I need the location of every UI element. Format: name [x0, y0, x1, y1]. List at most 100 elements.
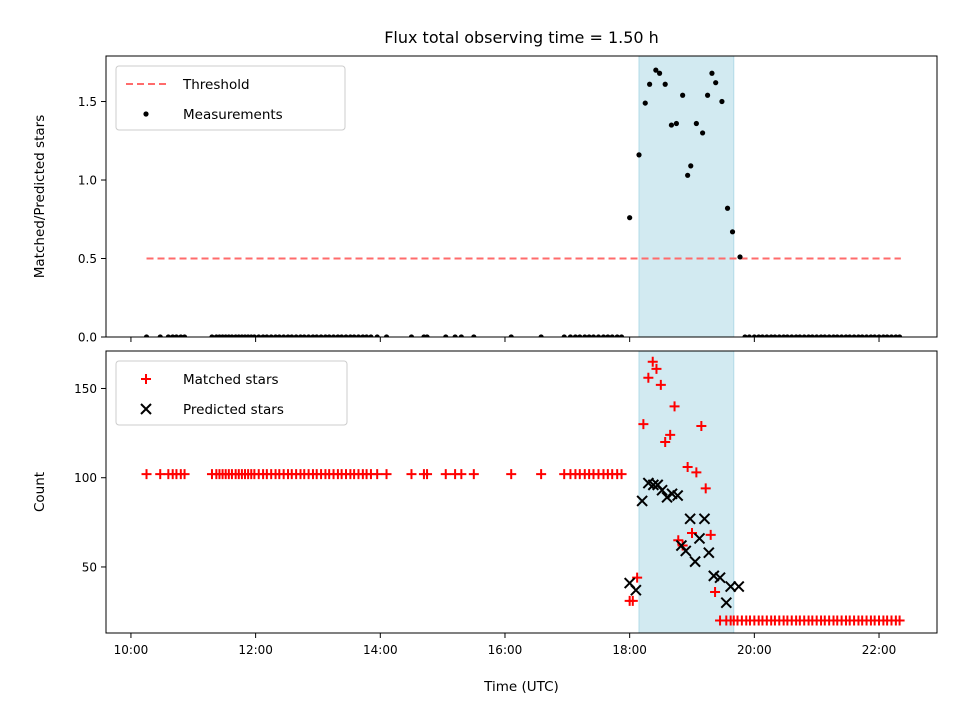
measurement-point: [809, 334, 815, 337]
matched-star-point: [696, 420, 707, 431]
measurement-point: [582, 334, 588, 337]
matched-star-point: [643, 372, 654, 383]
measurement-point: [826, 334, 832, 337]
y-tick-label: 100: [74, 471, 97, 485]
measurement-point: [772, 334, 778, 337]
measurement-point: [368, 334, 374, 337]
measurement-point: [876, 334, 882, 337]
measurement-point: [737, 254, 743, 260]
predicted-star-point: [703, 546, 715, 559]
measurement-point: [614, 334, 620, 337]
measurement-point: [627, 215, 633, 221]
measurement-point: [784, 334, 790, 337]
measurement-point: [452, 334, 458, 337]
measurement-point: [746, 334, 752, 337]
measurement-point: [508, 334, 514, 337]
measurement-point: [268, 334, 274, 337]
legend-predicted-swatch: [140, 403, 152, 415]
measurement-point: [851, 334, 857, 337]
measurement-point: [276, 334, 282, 337]
measurement-point: [330, 334, 337, 337]
measurement-point: [256, 334, 262, 337]
measurement-point: [822, 334, 828, 337]
legend-label: Threshold: [182, 77, 250, 93]
measurement-point: [408, 334, 415, 337]
measurement-point: [673, 120, 680, 127]
measurement-point: [301, 334, 307, 337]
matched-star-point: [665, 429, 676, 440]
y-tick-label: 0.5: [78, 252, 97, 266]
matched-star-point: [422, 469, 433, 480]
legend-label: Matched stars: [183, 372, 279, 388]
predicted-star-point: [724, 580, 737, 593]
measurement-point: [577, 334, 583, 337]
measurement-point: [306, 334, 312, 337]
predicted-star-point: [714, 571, 726, 584]
measurement-point: [872, 334, 878, 337]
predicted-star-point: [680, 545, 692, 557]
measurement-point: [618, 334, 625, 337]
measurement-point: [719, 98, 725, 105]
measurement-point: [642, 100, 648, 106]
x-tick-label: 12:00: [238, 643, 273, 657]
predicted-star-point: [661, 491, 673, 504]
measurement-point: [181, 334, 188, 337]
measurement-point: [653, 67, 659, 73]
matched-star-point: [468, 469, 479, 480]
measurement-point: [863, 334, 870, 337]
matched-star-point: [669, 401, 680, 412]
matched-star-point: [638, 419, 649, 430]
predicted-star-point: [671, 489, 684, 502]
matched-star-point: [141, 469, 152, 480]
legend-label: Measurements: [183, 107, 283, 123]
y-axis-label: Matched/Predicted stars: [32, 115, 48, 278]
measurement-point: [776, 334, 782, 337]
predicted-star-point: [698, 513, 711, 525]
matched-star-point: [710, 586, 721, 597]
measurement-point: [590, 334, 597, 337]
measurement-point: [801, 334, 807, 337]
measurement-point: [847, 334, 853, 337]
predicted-star-point: [720, 596, 732, 609]
measurement-point: [751, 334, 757, 337]
measurement-point: [600, 334, 607, 337]
legend-box: [115, 360, 348, 426]
matched-star-point: [655, 379, 666, 390]
measurement-point: [656, 70, 663, 76]
predicted-star-point: [689, 555, 701, 568]
axes-frame: [105, 350, 938, 634]
legend-measurement-swatch: [143, 111, 149, 117]
shaded-observing-window: [638, 55, 735, 338]
matched-star-point: [627, 595, 638, 606]
measurement-point: [567, 334, 574, 337]
matched-star-point: [406, 469, 417, 480]
y-axis-label: Count: [32, 472, 48, 512]
measurement-point: [209, 334, 215, 337]
bottom-panel: 10:00 12:00 14:00 16:00 18:00 20:00 22:00 50 100…: [32, 350, 938, 695]
plot-area: [141, 356, 905, 626]
matched-star-point: [691, 467, 702, 478]
y-tick-label: 50: [82, 560, 97, 574]
measurement-point: [789, 334, 795, 337]
legend-matched-swatch: [141, 374, 151, 384]
measurement-point: [647, 81, 653, 87]
measurement-point: [729, 229, 736, 235]
plot-area: [143, 67, 903, 337]
measurement-point: [458, 334, 464, 337]
measurement-point: [424, 334, 430, 337]
predicted-star-point: [647, 479, 660, 491]
measurement-point: [884, 334, 890, 337]
measurement-point: [699, 130, 706, 136]
y-tick-label: 150: [74, 382, 97, 396]
measurement-point: [339, 334, 345, 337]
measurement-point: [355, 334, 362, 337]
measurement-point: [586, 334, 592, 337]
matched-star-point: [700, 483, 711, 494]
measurement-point: [173, 334, 180, 337]
predicted-star-point: [656, 484, 668, 496]
legend-box: [115, 65, 346, 131]
matched-star-point: [372, 469, 383, 480]
measurement-point: [688, 163, 694, 169]
top-panel: 0.0 0.5 1.0 1.5 Flux total observing time = …: [32, 28, 938, 345]
